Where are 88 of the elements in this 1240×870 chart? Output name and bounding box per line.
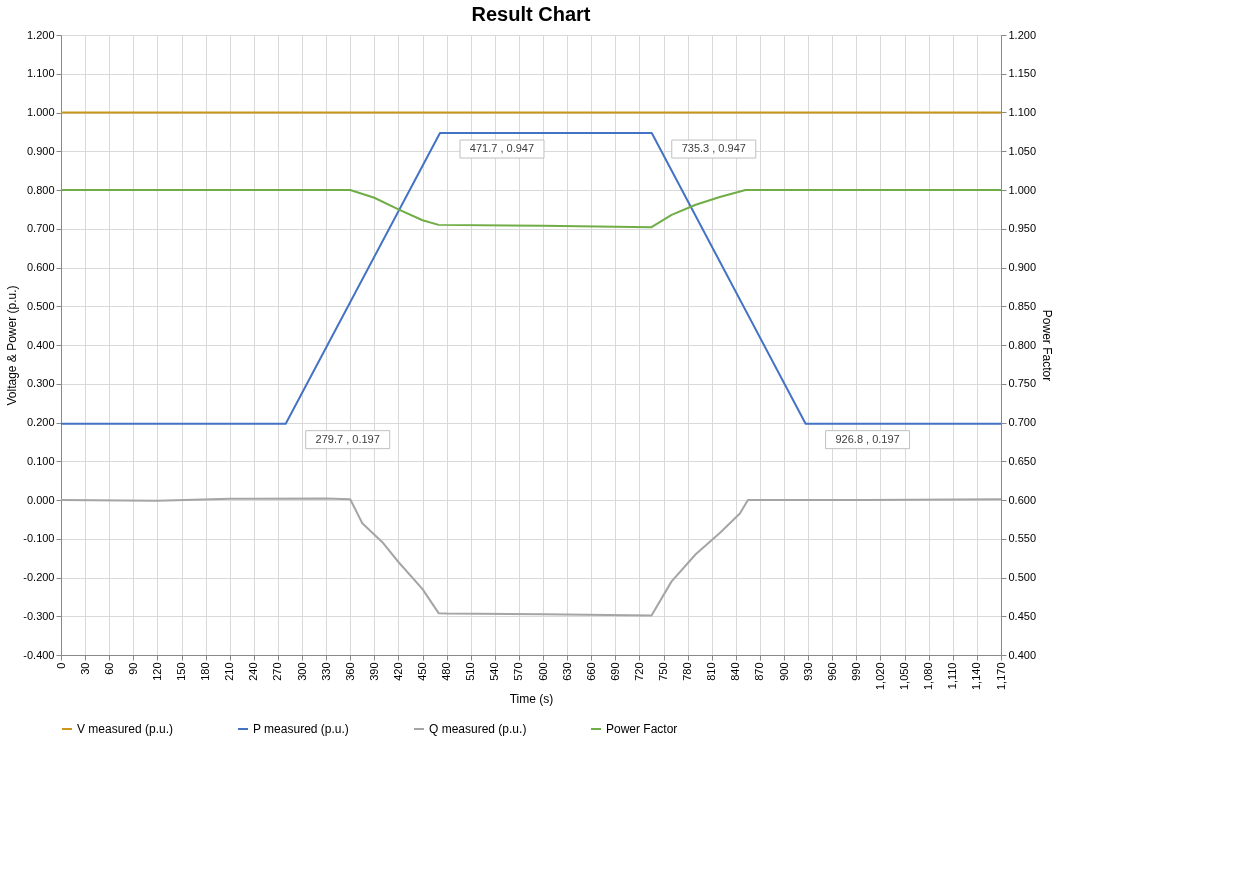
y2-tick-label: 0.450 bbox=[1008, 609, 1037, 622]
y2-tick-label: 1.100 bbox=[1008, 106, 1037, 118]
y2-tick-label: 0.950 bbox=[1008, 222, 1037, 235]
annotation: 926.8 , 0.197 bbox=[835, 432, 900, 445]
y2-tick-label: 1.050 bbox=[1008, 144, 1037, 157]
x-tick-label: 1,140 bbox=[970, 662, 983, 691]
y2-tick-label: 0.500 bbox=[1008, 571, 1037, 583]
chart-title: Result Chart bbox=[471, 3, 591, 25]
x-tick-label: 240 bbox=[247, 662, 260, 681]
x-tick-label: 120 bbox=[150, 662, 163, 681]
y-tick-label: -0.400 bbox=[23, 648, 55, 661]
x-tick-label: 450 bbox=[416, 662, 429, 681]
y-tick-label: 0.900 bbox=[26, 144, 55, 157]
y2-tick-label: 0.550 bbox=[1008, 532, 1037, 545]
legend-label: Power Factor bbox=[606, 722, 678, 736]
x-tick-label: 630 bbox=[560, 662, 573, 681]
y-tick-label: 1.200 bbox=[26, 28, 55, 41]
x-tick-label: 1,170 bbox=[994, 662, 1007, 691]
x-tick-label: 90 bbox=[126, 662, 139, 675]
y-axis-title: Voltage & Power (p.u.) bbox=[5, 285, 20, 406]
y2-tick-label: 0.600 bbox=[1008, 493, 1037, 506]
x-tick-label: 180 bbox=[199, 662, 212, 681]
x-tick-label: 0 bbox=[54, 662, 67, 669]
x-tick-label: 930 bbox=[801, 662, 814, 681]
y2-tick-label: 0.700 bbox=[1008, 416, 1037, 428]
legend-label: P measured (p.u.) bbox=[253, 722, 349, 736]
annotation: 279.7 , 0.197 bbox=[315, 432, 380, 445]
y-tick-label: 0.600 bbox=[26, 261, 55, 273]
y-tick-label: 0.100 bbox=[26, 454, 55, 467]
x-tick-label: 210 bbox=[223, 662, 236, 681]
x-tick-label: 300 bbox=[295, 662, 308, 681]
x-tick-label: 960 bbox=[825, 662, 838, 681]
y2-tick-label: 0.800 bbox=[1008, 338, 1037, 351]
y2-axis-title: Power Factor bbox=[1040, 309, 1055, 382]
y-tick-label: -0.100 bbox=[23, 532, 55, 545]
x-tick-label: 900 bbox=[777, 662, 790, 681]
x-tick-label: 30 bbox=[78, 662, 91, 675]
x-tick-label: 150 bbox=[175, 662, 188, 681]
y-tick-label: 0.300 bbox=[26, 377, 55, 390]
y2-tick-label: 0.900 bbox=[1008, 261, 1037, 273]
x-tick-label: 1,110 bbox=[946, 662, 959, 690]
y-tick-label: 0.000 bbox=[26, 493, 55, 506]
x-tick-label: 1,080 bbox=[922, 662, 935, 691]
x-tick-label: 780 bbox=[681, 662, 694, 681]
x-tick-label: 660 bbox=[584, 662, 597, 681]
x-tick-label: 690 bbox=[608, 662, 621, 681]
x-tick-label: 540 bbox=[488, 662, 501, 681]
y2-tick-label: 0.750 bbox=[1008, 377, 1037, 390]
y-tick-label: 1.100 bbox=[26, 67, 55, 80]
x-tick-label: 60 bbox=[102, 662, 115, 675]
x-tick-label: 360 bbox=[343, 662, 356, 681]
y-tick-label: 1.000 bbox=[26, 106, 55, 118]
y-tick-label: 0.500 bbox=[26, 299, 55, 312]
x-tick-label: 870 bbox=[753, 662, 766, 681]
y-tick-label: 0.800 bbox=[26, 183, 55, 196]
x-tick-label: 1,050 bbox=[898, 662, 911, 691]
x-tick-label: 990 bbox=[849, 662, 862, 681]
y-tick-label: -0.300 bbox=[23, 609, 55, 622]
x-tick-label: 480 bbox=[440, 662, 453, 681]
x-tick-label: 390 bbox=[367, 662, 380, 681]
x-tick-label: 600 bbox=[536, 662, 549, 681]
y2-tick-label: 1.200 bbox=[1008, 28, 1037, 41]
y2-tick-label: 0.400 bbox=[1008, 648, 1037, 661]
line-series bbox=[60, 189, 1002, 229]
x-tick-label: 1,020 bbox=[873, 662, 886, 691]
y2-tick-label: 1.000 bbox=[1008, 183, 1037, 196]
x-tick-label: 330 bbox=[319, 662, 332, 681]
y2-tick-label: 0.850 bbox=[1008, 299, 1037, 312]
y2-tick-label: 0.650 bbox=[1008, 454, 1037, 467]
x-tick-label: 720 bbox=[632, 662, 645, 681]
y-tick-label: 0.400 bbox=[26, 338, 55, 351]
x-tick-label: 420 bbox=[391, 662, 404, 681]
x-tick-label: 270 bbox=[271, 662, 284, 681]
y2-tick-label: 1.150 bbox=[1008, 67, 1037, 80]
y-tick-label: 0.700 bbox=[26, 222, 55, 235]
x-tick-label: 570 bbox=[512, 662, 525, 681]
legend-label: Q measured (p.u.) bbox=[429, 722, 527, 736]
y-tick-label: -0.200 bbox=[23, 571, 55, 583]
x-tick-label: 810 bbox=[705, 662, 718, 681]
y-tick-label: 0.200 bbox=[26, 416, 55, 428]
x-tick-label: 510 bbox=[464, 662, 477, 681]
legend-label: V measured (p.u.) bbox=[77, 722, 174, 736]
x-tick-label: 840 bbox=[729, 662, 742, 681]
x-axis-title: Time (s) bbox=[509, 692, 554, 707]
annotation: 735.3 , 0.947 bbox=[681, 142, 746, 155]
annotation: 471.7 , 0.947 bbox=[469, 142, 535, 155]
x-tick-label: 750 bbox=[657, 662, 670, 681]
line-series bbox=[60, 497, 1002, 617]
